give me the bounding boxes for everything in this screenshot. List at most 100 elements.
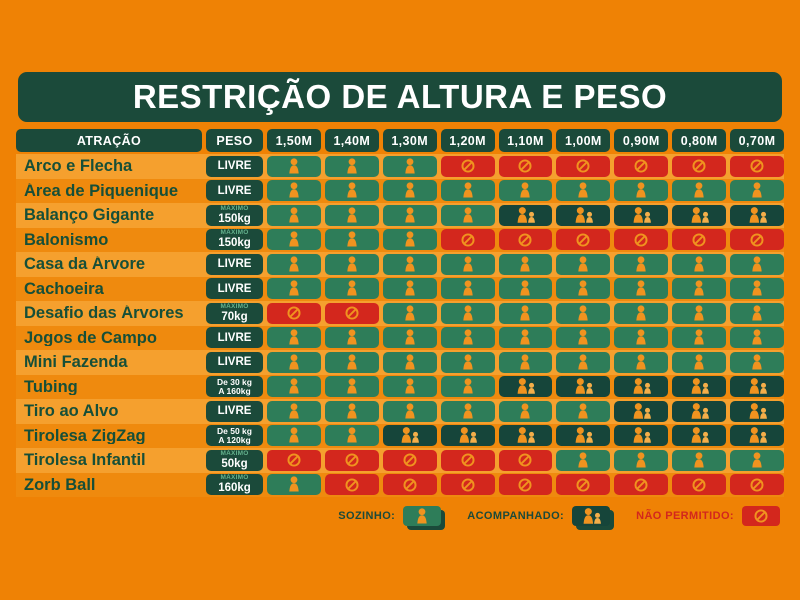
table-row: Área de Piquenique LIVRE xyxy=(16,178,784,203)
attraction-name: Tiro ao Alvo xyxy=(24,403,119,420)
attraction-name: Tirolesa ZigZag xyxy=(24,427,146,444)
attraction-name: Tubing xyxy=(24,378,78,395)
status-cell-sozinho xyxy=(382,376,437,398)
person-icon xyxy=(520,280,531,296)
status-cell-sozinho xyxy=(324,400,379,422)
column-header-height-5: 1,00M xyxy=(556,129,611,152)
status-cell-nao_permitido xyxy=(672,474,727,496)
prohibited-icon xyxy=(518,453,533,467)
prohibited-icon xyxy=(403,453,417,467)
attraction-name: Balanço Gigante xyxy=(24,207,155,224)
status-cell-sozinho xyxy=(324,376,379,398)
person-icon xyxy=(462,182,473,198)
status-cell-sozinho xyxy=(730,327,784,349)
status-cell-nao_permitido xyxy=(614,474,669,496)
status-cell-sozinho xyxy=(440,351,495,373)
status-cell-sozinho xyxy=(672,180,727,202)
attraction-name: Casa da Árvore xyxy=(24,256,146,273)
prohibited-icon xyxy=(461,159,475,173)
status-cell-acompanhado xyxy=(730,204,784,226)
person-icon xyxy=(347,182,357,198)
status-cell-nao_permitido xyxy=(556,229,611,251)
prohibited-icon xyxy=(461,478,475,492)
status-cell-sozinho xyxy=(324,351,379,373)
prohibited-icon xyxy=(518,159,533,173)
prohibited-icon xyxy=(345,306,359,320)
two-people-icon xyxy=(583,507,601,524)
status-cell-nao_permitido xyxy=(556,155,611,177)
table-row: Tirolesa ZigZag De 50 kg A 120kg xyxy=(16,423,784,448)
table-row: Arco e Flecha LIVRE xyxy=(16,154,784,179)
status-cell-sozinho xyxy=(672,351,727,373)
legend-item-acompanhado: ACOMPANHADO: xyxy=(467,506,611,526)
status-cell-nao_permitido xyxy=(498,155,553,177)
status-cell-sozinho xyxy=(556,278,611,300)
status-cell-sozinho xyxy=(614,351,669,373)
person-icon xyxy=(752,329,762,345)
person-icon xyxy=(462,207,473,223)
person-icon xyxy=(405,158,415,174)
prohibited-icon xyxy=(287,453,301,467)
weight-limit-badge: De 50 kg A 120kg xyxy=(206,425,263,447)
two-people-icon xyxy=(749,427,767,444)
two-people-icon xyxy=(633,206,651,223)
status-cell-nao_permitido xyxy=(614,155,669,177)
two-people-icon xyxy=(401,427,420,444)
status-cell-sozinho xyxy=(440,278,495,300)
status-cell-sozinho xyxy=(498,351,553,373)
status-cell-nao_permitido xyxy=(614,229,669,251)
status-cell-sozinho xyxy=(614,180,669,202)
person-icon xyxy=(417,507,427,523)
status-cell-sozinho xyxy=(440,302,495,324)
prohibited-icon xyxy=(634,159,648,173)
status-cell-acompanhado xyxy=(672,376,727,398)
status-cell-sozinho xyxy=(556,327,611,349)
person-icon xyxy=(578,354,589,370)
status-cell-sozinho xyxy=(267,351,321,373)
status-cell-sozinho xyxy=(382,253,437,275)
person-icon xyxy=(347,280,357,296)
status-cell-nao_permitido xyxy=(440,474,495,496)
person-icon xyxy=(462,354,473,370)
status-cell-nao_permitido xyxy=(730,474,784,496)
prohibited-icon xyxy=(634,233,648,247)
status-cell-sozinho xyxy=(440,204,495,226)
person-icon xyxy=(347,256,357,272)
person-icon xyxy=(347,158,357,174)
person-icon xyxy=(520,354,531,370)
weight-limit-badge: MÁXIMO 150kg xyxy=(206,229,263,251)
status-cell-sozinho xyxy=(267,376,321,398)
person-icon xyxy=(520,305,531,321)
two-people-icon xyxy=(633,402,651,419)
person-icon xyxy=(694,452,704,468)
status-cell-acompanhado xyxy=(672,425,727,447)
status-cell-sozinho xyxy=(267,278,321,300)
table-row: Balanço Gigante MÁXIMO 150kg xyxy=(16,203,784,228)
status-cell-nao_permitido xyxy=(556,474,611,496)
prohibited-icon xyxy=(287,306,301,320)
two-people-icon xyxy=(691,206,709,223)
status-cell-nao_permitido xyxy=(730,229,784,251)
person-icon xyxy=(752,452,762,468)
column-header-height-2: 1,30M xyxy=(382,129,437,152)
status-cell-sozinho xyxy=(498,253,553,275)
status-cell-acompanhado xyxy=(556,204,611,226)
two-people-icon xyxy=(517,378,535,395)
status-cell-sozinho xyxy=(614,278,669,300)
status-cell-sozinho xyxy=(730,302,784,324)
person-icon xyxy=(405,182,415,198)
status-cell-sozinho xyxy=(556,180,611,202)
prohibited-icon xyxy=(692,233,706,247)
status-cell-acompanhado xyxy=(556,425,611,447)
status-cell-acompanhado xyxy=(730,376,784,398)
column-header-attraction: ATRAÇÃO xyxy=(16,129,202,152)
person-icon xyxy=(694,329,704,345)
person-icon xyxy=(289,329,299,345)
table-header-row: ATRAÇÃO PESO 1,50M 1,40M 1,30M 1,20M 1,10M 1,00… xyxy=(16,129,784,152)
person-icon xyxy=(289,403,299,419)
attraction-name: Jogos de Campo xyxy=(24,329,157,346)
legend-item-nao_permitido: NÃO PERMITIDO: xyxy=(636,506,780,526)
person-icon xyxy=(462,378,473,394)
legend-sample-sozinho xyxy=(403,506,442,526)
status-cell-sozinho xyxy=(614,253,669,275)
